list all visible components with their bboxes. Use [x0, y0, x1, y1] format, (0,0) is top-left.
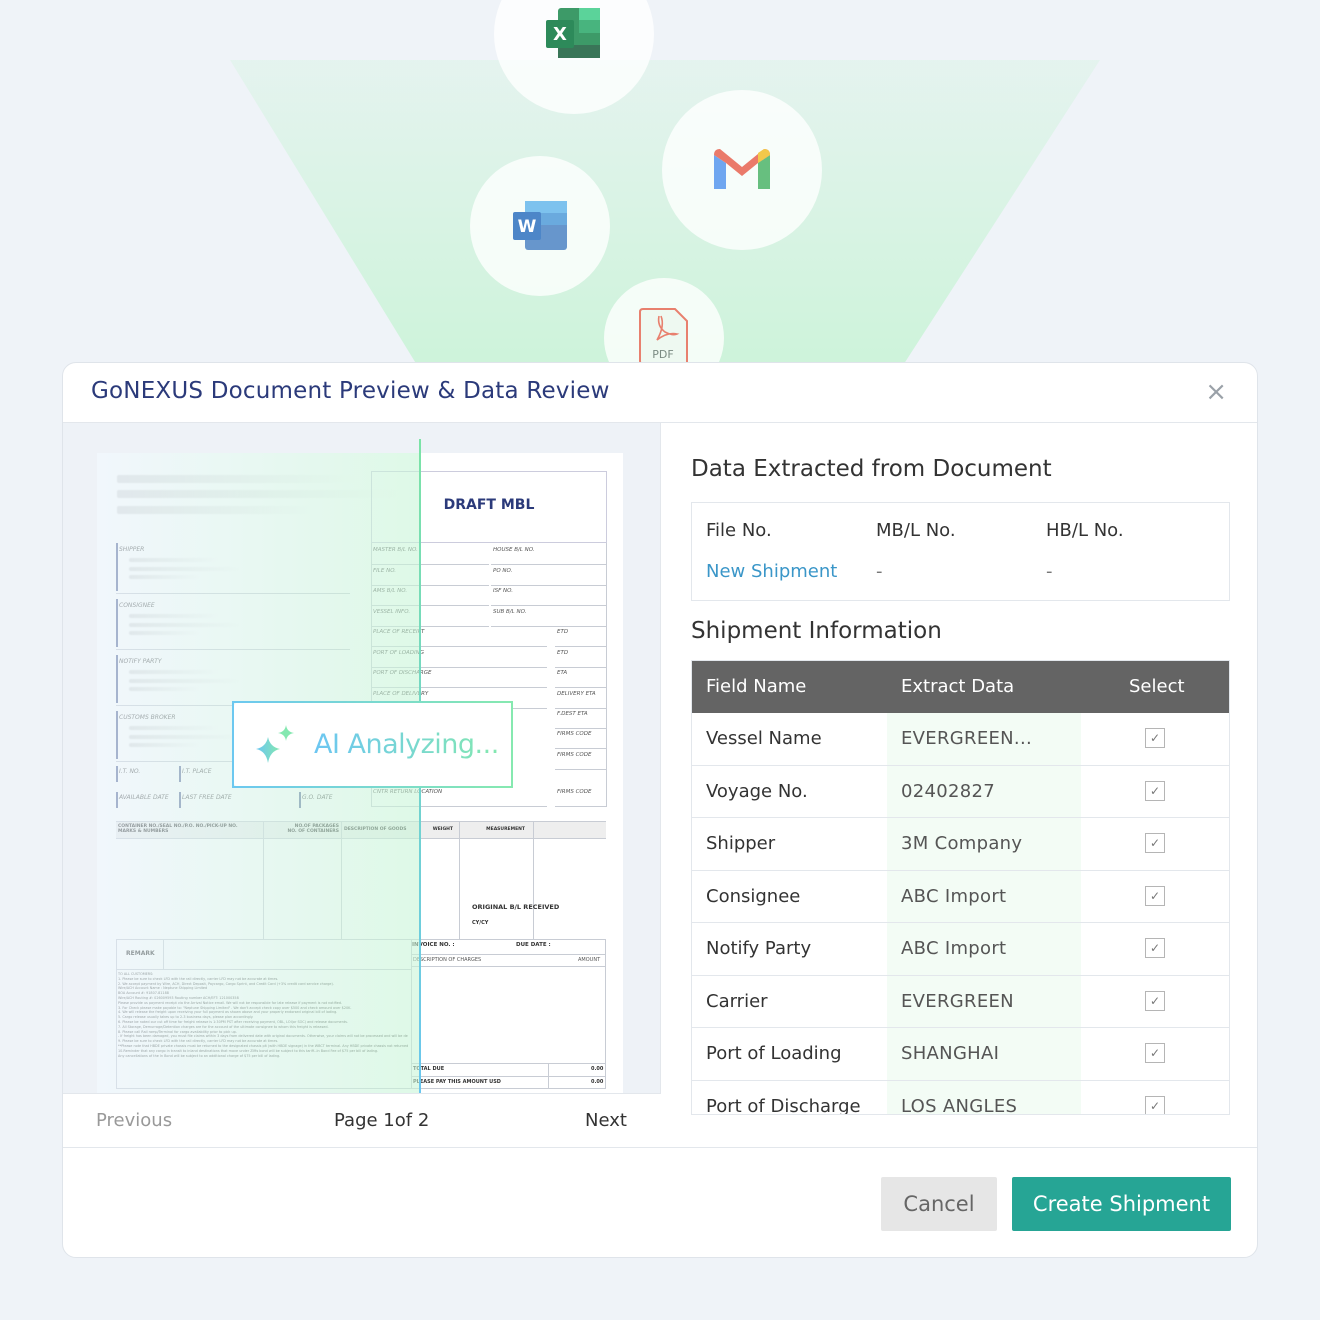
select-checkbox[interactable]: ✓	[1145, 1095, 1165, 1114]
amount-label: AMOUNT	[578, 957, 601, 963]
original-bl-received: ORIGINAL B/L RECEIVED	[472, 903, 560, 911]
doc-field-label: PO NO.	[493, 568, 513, 574]
document-review-modal: GoNEXUS Document Preview & Data Review ×…	[62, 362, 1258, 1258]
pdf-icon: PDF	[639, 308, 688, 364]
extract-data[interactable]: ABC Import	[887, 870, 1081, 922]
total-due-value: 0.00	[591, 1066, 604, 1072]
invoice-no: INVOICE NO. :	[412, 942, 455, 948]
page-indicator: Page 1of 2	[334, 1110, 430, 1131]
doc-field-label: SUB B/L NO.	[493, 609, 527, 615]
header-select: Select	[1129, 676, 1185, 697]
modal-footer: Cancel Create Shipment	[63, 1147, 1257, 1257]
field-name: Vessel Name	[706, 728, 822, 749]
previous-button[interactable]: Previous	[96, 1110, 173, 1131]
extract-data[interactable]: 02402827	[887, 765, 1081, 817]
doc-field-label: DELIVERY ETA	[557, 691, 596, 697]
ai-analyzing-text: AI Analyzing...	[314, 729, 499, 760]
field-name: Notify Party	[706, 938, 812, 959]
mbl-value: -	[876, 561, 883, 582]
extract-data[interactable]: LOS ANGLES	[887, 1080, 1081, 1114]
table-row: Port of Loading SHANGHAI ✓	[692, 1028, 1229, 1081]
shipment-ids: File No. MB/L No. HB/L No. New Shipment …	[691, 502, 1230, 601]
table-row: Consignee ABC Import ✓	[692, 870, 1229, 923]
excel-icon: X	[546, 8, 600, 58]
cycy: CY/CY	[472, 920, 489, 926]
svg-text:X: X	[553, 24, 567, 45]
header-field-name: Field Name	[706, 676, 807, 697]
field-name: Carrier	[706, 990, 768, 1012]
extract-data[interactable]: 3M Company	[887, 818, 1081, 870]
table-header: Field Name Extract Data Select	[692, 661, 1229, 713]
extract-data[interactable]: EVERGREEN...	[887, 713, 1081, 765]
extract-data[interactable]: EVERGREEN	[887, 975, 1081, 1027]
extract-data[interactable]: SHANGHAI	[887, 1028, 1081, 1080]
field-name: Voyage No.	[706, 780, 808, 802]
modal-title: GoNEXUS Document Preview & Data Review	[91, 378, 610, 404]
select-checkbox[interactable]: ✓	[1145, 780, 1165, 801]
excel-bubble: X	[494, 0, 654, 114]
field-name: Port of Loading	[706, 1043, 842, 1064]
doc-field-label: ETA	[557, 670, 568, 676]
pagination: Previous Page 1of 2 Next	[63, 1093, 661, 1147]
mbl-label: MB/L No.	[876, 520, 956, 541]
cancel-button[interactable]: Cancel	[881, 1177, 997, 1231]
table-row: Shipper 3M Company ✓	[692, 818, 1229, 871]
table-row: Carrier EVERGREEN ✓	[692, 975, 1229, 1028]
doc-field-label: ETD	[557, 629, 569, 635]
extracted-title: Data Extracted from Document	[691, 456, 1052, 482]
header-extract-data: Extract Data	[901, 676, 1015, 697]
select-checkbox[interactable]: ✓	[1145, 885, 1165, 906]
table-row: Vessel Name EVERGREEN... ✓	[692, 713, 1229, 766]
select-checkbox[interactable]: ✓	[1145, 728, 1165, 748]
field-name: Shipper	[706, 833, 776, 854]
field-name: Consignee	[706, 885, 801, 907]
doc-field-label: FIRMS CODE	[557, 752, 592, 758]
field-name: Port of Discharge	[706, 1095, 861, 1115]
file-no-label: File No.	[706, 520, 772, 541]
select-checkbox[interactable]: ✓	[1145, 990, 1165, 1011]
cargo-header: MEASUREMENT	[486, 827, 525, 832]
select-checkbox[interactable]: ✓	[1145, 833, 1165, 853]
word-icon: W	[513, 201, 567, 250]
doc-field-label: ETD	[557, 650, 569, 656]
select-checkbox[interactable]: ✓	[1145, 1043, 1165, 1063]
modal-header: GoNEXUS Document Preview & Data Review ×	[63, 363, 1257, 423]
sparkle-icon	[256, 724, 294, 763]
due-date: DUE DATE :	[516, 942, 551, 948]
ai-analyzing-badge: AI Analyzing...	[232, 701, 513, 788]
create-shipment-button[interactable]: Create Shipment	[1012, 1177, 1231, 1231]
close-icon[interactable]: ×	[1205, 377, 1227, 407]
doc-field-label: ISF NO.	[493, 588, 513, 594]
document-preview-panel: DRAFT MBL SHIPPER CONSIGNEE NOTIFY PARTY…	[63, 423, 661, 1147]
shipment-table: Field Name Extract Data Select Vessel Na…	[691, 660, 1230, 1115]
doc-field-label: FIRMS CODE	[557, 789, 592, 795]
total-due: TOTAL DUE	[413, 1066, 445, 1072]
doc-field-label: HOUSE B/L NO.	[493, 547, 535, 553]
please-pay-value: 0.00	[591, 1079, 604, 1085]
document-title: DRAFT MBL	[443, 497, 535, 513]
hbl-value: -	[1046, 561, 1053, 582]
cargo-header: WEIGHT	[432, 827, 453, 832]
file-no-link[interactable]: New Shipment	[706, 561, 838, 582]
please-pay: PLEASE PAY THIS AMOUNT USD	[413, 1079, 501, 1085]
svg-text:W: W	[518, 217, 537, 237]
extracted-data-panel: Data Extracted from Document File No. MB…	[661, 423, 1257, 1147]
desc-charges: DESCRIPTION OF CHARGES	[413, 957, 482, 963]
doc-field-label: F.DEST ETA	[557, 711, 588, 717]
extract-data[interactable]: ABC Import	[887, 923, 1081, 975]
word-bubble: W	[470, 156, 610, 296]
table-row: Voyage No. 02402827 ✓	[692, 765, 1229, 818]
hbl-label: HB/L No.	[1046, 520, 1124, 541]
svg-text:PDF: PDF	[652, 348, 673, 361]
doc-field-label: FIRMS CODE	[557, 731, 592, 737]
gmail-bubble	[662, 90, 822, 250]
table-row: Notify Party ABC Import ✓	[692, 923, 1229, 976]
select-checkbox[interactable]: ✓	[1145, 938, 1165, 958]
table-row: Port of Discharge LOS ANGLES ✓	[692, 1080, 1229, 1115]
gmail-icon	[714, 149, 770, 189]
next-button[interactable]: Next	[585, 1110, 627, 1131]
shipment-info-title: Shipment Information	[691, 618, 942, 644]
